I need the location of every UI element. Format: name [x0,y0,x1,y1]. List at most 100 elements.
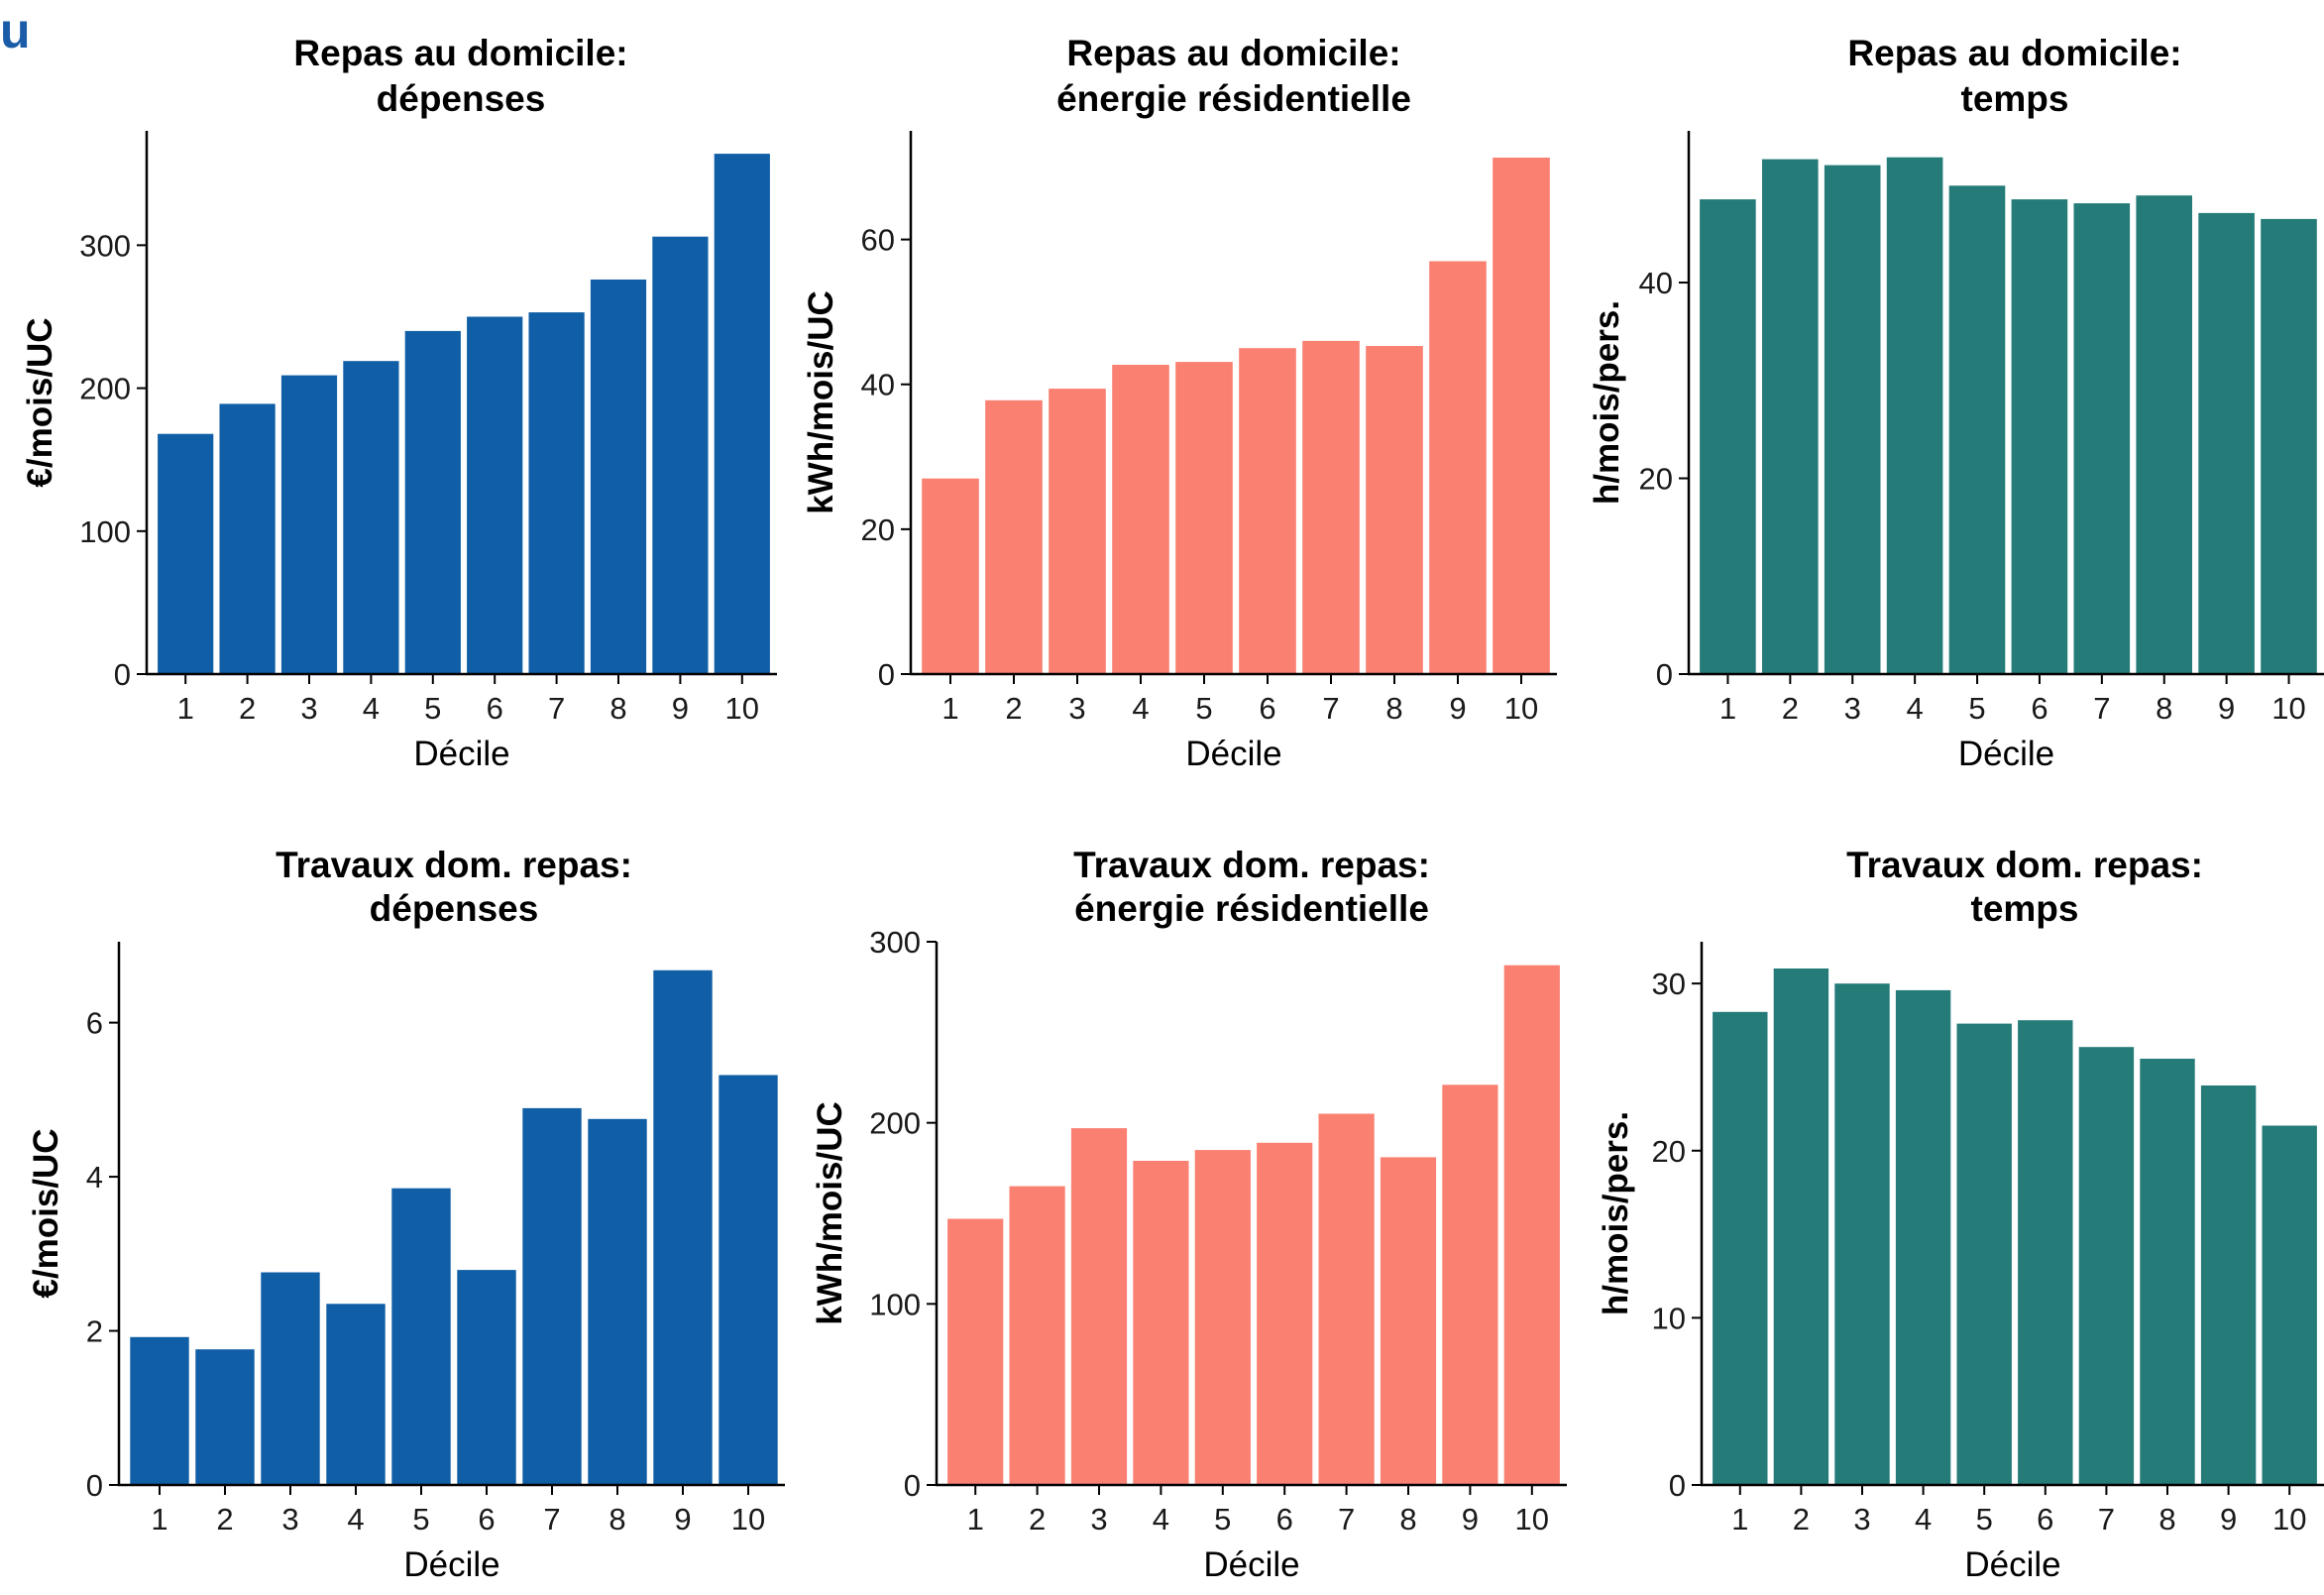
x-tick-label: 2 [1005,691,1022,726]
x-tick-label: 3 [1853,1502,1870,1537]
bar-decile-6 [2011,199,2068,674]
bar-decile-8 [2136,195,2192,674]
x-tick-label: 6 [478,1502,495,1537]
x-tick-label: 3 [1068,691,1085,726]
y-tick-label: 300 [869,925,921,960]
y-axis-label: h/mois/pers. [1588,300,1626,505]
y-tick-label: 20 [861,513,895,547]
x-tick-label: 4 [347,1502,364,1537]
x-tick-label: 10 [1515,1502,1549,1537]
bar-decile-10 [2262,1125,2317,1485]
bar-decile-9 [2200,1085,2257,1485]
chart-title-line-2: dépenses [377,78,546,119]
bar-decile-10 [719,1075,778,1485]
bar-decile-5 [391,1188,451,1485]
x-tick-label: 5 [412,1502,429,1537]
y-axis-label: h/mois/pers. [1597,1111,1635,1315]
chart-title-line-1: Repas au domicile: [293,33,627,73]
bar-decile-5 [1956,1023,2012,1485]
y-tick-label: 60 [861,223,895,258]
x-tick-label: 2 [239,691,256,726]
x-tick-label: 6 [2031,691,2047,726]
bar-decile-7 [522,1107,582,1485]
bar-decile-5 [1948,185,2006,675]
x-tick-label: 9 [2218,691,2235,726]
bar-decile-8 [1380,1157,1437,1485]
bar-decile-3 [1070,1128,1128,1485]
x-tick-label: 9 [2220,1502,2237,1537]
bar-decile-6 [1257,1142,1313,1485]
corner-logo-fragment: u [0,3,31,58]
y-tick-label: 200 [79,372,131,406]
y-axis-label: kWh/mois/UC [802,290,840,514]
bar-decile-4 [1133,1161,1189,1485]
y-axis-label: kWh/mois/UC [811,1101,849,1325]
chart-title-line-2: dépenses [370,888,539,929]
y-tick-label: 2 [86,1314,103,1349]
x-tick-label: 4 [363,691,380,726]
x-tick-label: 5 [1195,691,1212,726]
bar-decile-10 [2261,218,2317,674]
x-tick-label: 7 [2093,691,2110,726]
x-axis-label: Décile [1203,1545,1299,1584]
bar-decile-9 [652,236,709,674]
bar-decile-4 [1886,157,1943,674]
chart-panel-4: Travaux dom. repas:dépenses 1 2 3 4 5 6 7 8 9 10 0 2… [27,845,785,1584]
x-tick-label: 6 [487,691,503,726]
bar-decile-4 [1112,365,1169,674]
x-tick-label: 8 [609,691,626,726]
y-axis-label: €/mois/UC [27,1128,65,1298]
bar-decile-1 [158,433,214,674]
y-tick-label: 100 [869,1287,921,1321]
bar-decile-5 [1194,1150,1251,1485]
bar-decile-3 [1834,983,1890,1485]
x-tick-label: 10 [725,691,759,726]
x-tick-label: 2 [216,1502,233,1537]
bar-decile-8 [1366,346,1423,674]
bar-decile-3 [280,375,338,674]
y-axis-label: €/mois/UC [21,317,59,487]
chart-title-line-1: Travaux dom. repas: [1846,845,2203,885]
x-tick-label: 7 [548,691,565,726]
y-tick-label: 0 [904,1468,921,1503]
x-tick-label: 5 [1976,1502,1993,1537]
bar-decile-9 [1429,261,1487,674]
chart-title-line-2: énergie résidentielle [1074,888,1429,929]
bar-decile-7 [2073,203,2131,674]
chart-panel-3: Repas au domicile: temps 1 2 3 4 5 6 7 8 9 10 0 20 40 D… [1588,33,2324,773]
y-tick-label: 0 [114,657,131,692]
bar-decile-10 [714,154,770,675]
x-tick-label: 10 [2271,691,2305,726]
x-tick-label: 7 [543,1502,560,1537]
bar-decile-7 [1318,1113,1375,1485]
x-axis-label: Décile [1958,735,2054,773]
chart-panel-6: Travaux dom. repas:temps 1 2 3 4 5 6 7 8 9 10 0 10 20… [1597,845,2324,1584]
x-tick-label: 6 [2037,1502,2053,1537]
bar-decile-7 [2078,1047,2135,1485]
chart-panel-2: Repas au domicile: énergie résidentielle 1… [802,33,1557,773]
chart-title-line-2: énergie résidentielle [1056,78,1411,119]
x-tick-label: 9 [672,691,689,726]
y-tick-label: 200 [869,1106,921,1141]
bar-decile-2 [1009,1186,1065,1485]
x-tick-label: 7 [2098,1502,2115,1537]
y-tick-label: 20 [1652,1134,1686,1169]
x-tick-label: 2 [1029,1502,1046,1537]
y-tick-label: 100 [79,514,131,549]
chart-title-line-1: Repas au domicile: [1847,33,2181,73]
bar-decile-7 [528,312,585,674]
bar-decile-8 [588,1118,647,1485]
x-tick-label: 3 [1090,1502,1107,1537]
x-tick-label: 3 [300,691,317,726]
chart-title-line-2: temps [1971,888,2079,929]
x-tick-label: 4 [1915,1502,1932,1537]
x-tick-label: 1 [967,1502,984,1537]
x-tick-label: 9 [1462,1502,1479,1537]
bar-decile-2 [195,1349,255,1485]
bar-decile-4 [1895,989,1951,1485]
bar-decile-9 [1442,1084,1498,1485]
bar-decile-7 [1302,340,1360,674]
bar-decile-9 [653,969,713,1485]
x-tick-label: 10 [1504,691,1538,726]
